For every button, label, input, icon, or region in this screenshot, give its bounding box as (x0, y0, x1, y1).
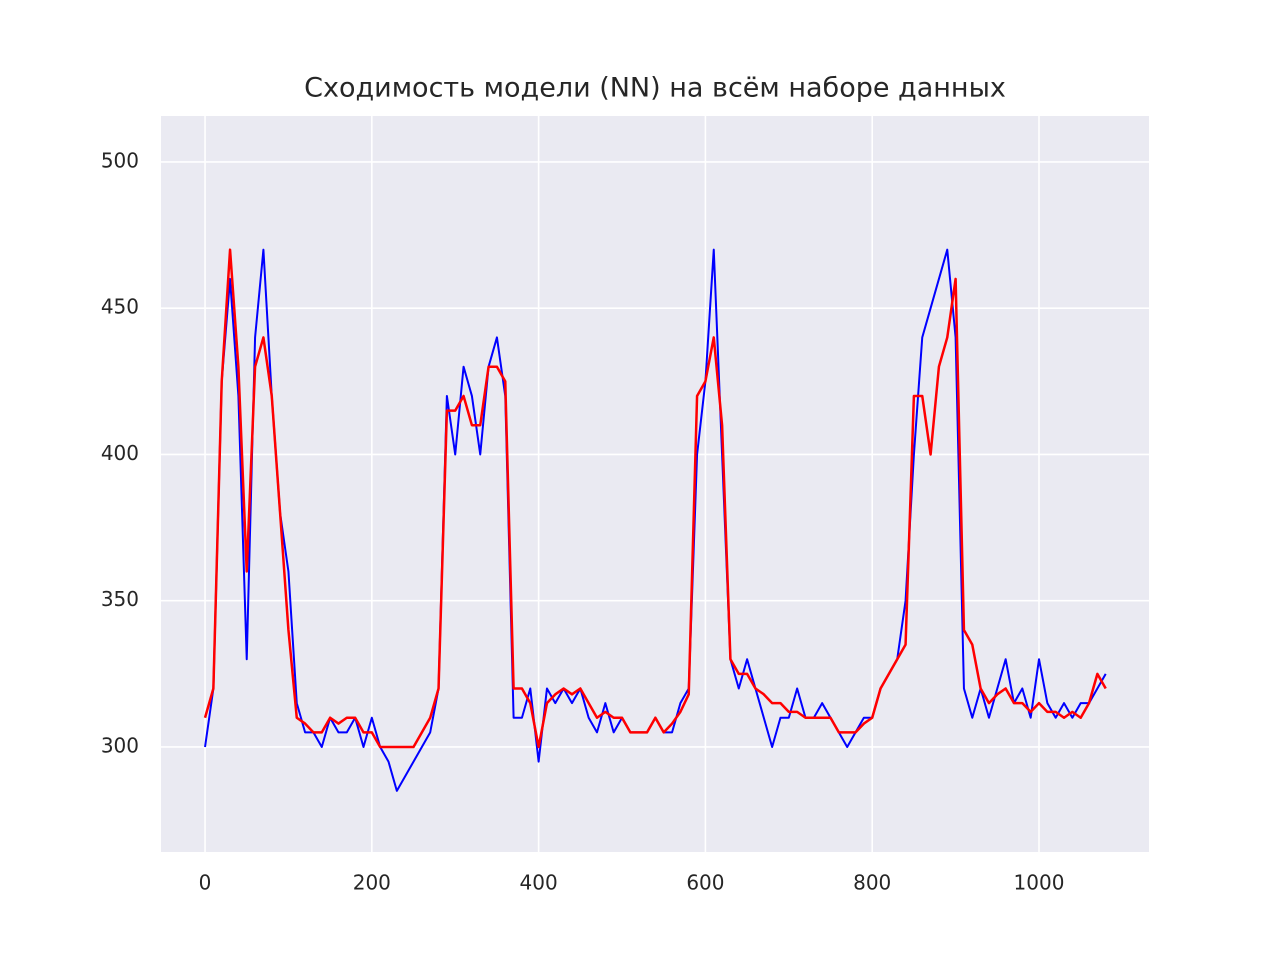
x-tick-label: 1000 (1014, 871, 1065, 895)
x-tick-label: 400 (520, 871, 558, 895)
y-tick-label: 500 (101, 148, 139, 172)
plot-area (161, 116, 1149, 852)
y-tick-label: 450 (101, 295, 139, 319)
y-tick-label: 300 (101, 733, 139, 757)
x-tick-label: 0 (199, 871, 212, 895)
x-tick-label: 600 (686, 871, 724, 895)
x-tick-label: 200 (353, 871, 391, 895)
chart-title: Сходимость модели (NN) на всём наборе да… (304, 73, 1006, 104)
y-tick-label: 350 (101, 587, 139, 611)
data-line (203, 248, 1107, 749)
y-tick-label: 400 (101, 441, 139, 465)
x-tick-label: 800 (853, 871, 891, 895)
